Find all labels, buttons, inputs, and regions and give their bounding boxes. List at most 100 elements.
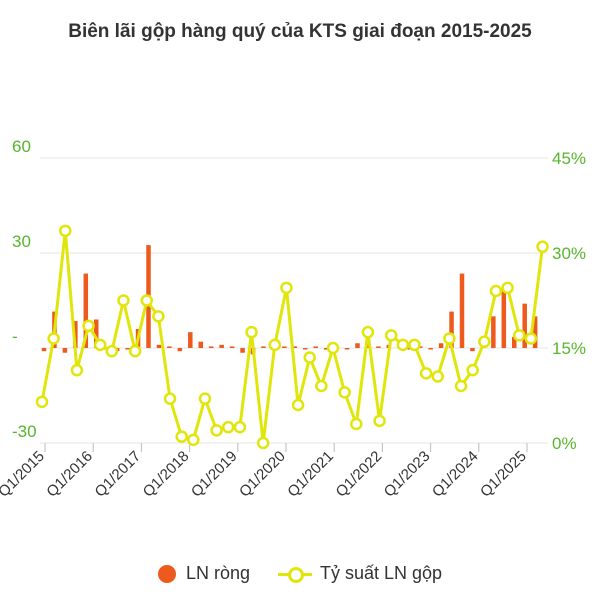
point-ty-suat-25 (326, 341, 340, 355)
legend-item-ty-suat[interactable]: Tỷ suất LN gộp (277, 563, 443, 584)
point-ty-suat-23 (303, 351, 316, 364)
point-ty-suat-5 (93, 338, 107, 352)
x-tick-label-8: Q1/2023 (381, 448, 434, 501)
point-ty-suat-14 (198, 392, 212, 405)
bar-ln-rong-44 (501, 291, 507, 348)
point-ty-suat-38 (478, 335, 491, 348)
point-ty-suat-11 (163, 392, 177, 405)
x-tick-label-2: Q1/2017 (92, 448, 145, 501)
point-ty-suat-1 (47, 332, 60, 345)
bar-ln-rong-45 (512, 336, 517, 348)
x-tick-label-5: Q1/2020 (236, 448, 289, 501)
bar-ln-rong-26 (313, 346, 318, 348)
point-ty-suat-10 (152, 310, 165, 323)
left-tick-label-3: -30 (12, 422, 37, 441)
bar-ln-rong-19 (240, 348, 245, 353)
bar-ln-rong-31 (365, 341, 371, 348)
x-tick-label-9: Q1/2024 (429, 448, 482, 501)
point-ty-suat-7 (117, 294, 130, 307)
bar-ln-rong-14 (188, 332, 193, 348)
bar-ln-rong-30 (355, 343, 360, 348)
point-ty-suat-0 (35, 395, 49, 409)
bar-ln-rong-11 (156, 344, 162, 348)
legend-swatch-bar (157, 564, 176, 583)
point-ty-suat-18 (245, 325, 258, 339)
point-ty-suat-29 (373, 414, 386, 428)
point-ty-suat-15 (210, 424, 223, 437)
chart-title: Biên lãi gộp hàng quý của KTS giai đoạn … (68, 21, 532, 42)
bar-ln-rong-21 (261, 346, 266, 348)
bar-ln-rong-0 (41, 348, 47, 352)
x-tick-label-1: Q1/2016 (43, 448, 96, 501)
point-ty-suat-6 (105, 344, 119, 358)
bar-ln-rong-38 (438, 343, 444, 348)
bar-ln-rong-29 (344, 348, 350, 350)
point-ty-suat-31 (396, 338, 410, 352)
point-ty-suat-26 (338, 386, 351, 399)
point-ty-suat-27 (350, 417, 363, 431)
bar-ln-rong-4 (83, 273, 89, 348)
bar-ln-rong-2 (62, 348, 68, 353)
bar-ln-rong-40 (459, 273, 465, 348)
bar-ln-rong-18 (229, 346, 235, 348)
legend-item-ln-rong[interactable]: LN ròng (157, 563, 250, 584)
bar-ln-rong-25 (303, 348, 308, 350)
left-tick-label-2: - (12, 327, 18, 346)
bar-ln-rong-5 (94, 319, 99, 348)
point-ty-suat-24 (315, 379, 328, 393)
bar-ln-rong-41 (470, 348, 475, 352)
left-tick-label-1: 30 (12, 232, 31, 251)
bar-ln-rong-32 (376, 346, 381, 348)
point-ty-suat-22 (291, 398, 305, 412)
bar-ln-rong-23 (282, 346, 287, 348)
point-ty-suat-30 (384, 329, 398, 342)
point-ty-suat-21 (280, 281, 293, 295)
point-ty-suat-35 (443, 332, 456, 345)
point-ty-suat-40 (501, 281, 514, 295)
bar-ln-rong-15 (198, 341, 203, 348)
left-tick-label-0: 60 (12, 137, 31, 156)
bar-ln-rong-12 (167, 346, 172, 348)
point-ty-suat-8 (128, 344, 142, 358)
legend-swatch-line (277, 565, 312, 583)
point-ty-suat-17 (233, 420, 247, 434)
bar-ln-rong-46 (522, 303, 527, 348)
legend-label-ty-suat: Tỷ suất LN gộp (319, 563, 443, 583)
bar-ln-rong-17 (219, 344, 224, 348)
point-ty-suat-39 (489, 284, 503, 298)
point-ty-suat-20 (268, 338, 282, 352)
x-tick-label-3: Q1/2018 (140, 448, 193, 501)
point-ty-suat-2 (59, 224, 72, 238)
bar-ln-rong-13 (177, 348, 183, 352)
point-ty-suat-33 (419, 367, 433, 380)
point-ty-suat-12 (175, 430, 188, 443)
bar-ln-rong-24 (292, 346, 298, 348)
point-ty-suat-9 (140, 294, 154, 307)
x-tick-label-6: Q1/2021 (284, 448, 337, 501)
point-ty-suat-4 (82, 319, 95, 333)
right-tick-label-1: 30% (552, 244, 586, 263)
point-ty-suat-28 (361, 325, 375, 339)
x-tick-label-0: Q1/2015 (0, 448, 48, 501)
bar-ln-rong-8 (125, 348, 130, 350)
point-ty-suat-32 (408, 338, 421, 352)
bar-ln-rong-16 (208, 346, 214, 348)
point-ty-suat-41 (512, 329, 526, 342)
right-tick-label-0: 45% (552, 149, 586, 168)
right-tick-label-2: 15% (552, 339, 586, 358)
bar-ln-rong-43 (491, 316, 496, 348)
point-ty-suat-34 (431, 370, 445, 383)
bar-ln-rong-47 (532, 316, 538, 348)
point-ty-suat-37 (466, 363, 479, 377)
x-tick-label-7: Q1/2022 (333, 448, 386, 501)
right-tick-label-3: 0% (552, 434, 577, 453)
line-ty-suat (40, 229, 545, 445)
point-ty-suat-19 (256, 436, 270, 450)
point-ty-suat-3 (70, 363, 84, 377)
point-ty-suat-42 (524, 332, 538, 345)
point-ty-suat-43 (536, 240, 549, 253)
x-tick-label-10: Q1/2025 (477, 448, 530, 501)
bar-ln-rong-39 (449, 311, 454, 348)
